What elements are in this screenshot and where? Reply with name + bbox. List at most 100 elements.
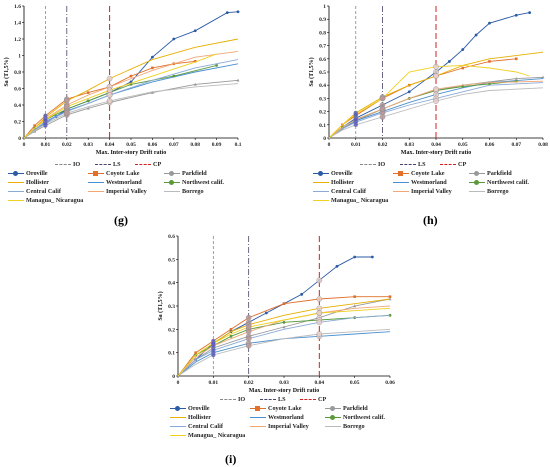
series-line	[328, 82, 544, 139]
x-tick-label: 0.05	[350, 380, 360, 386]
legend-label: Oroville	[331, 169, 353, 177]
legend-swatch	[400, 160, 416, 168]
y-tick-label: 0.6	[14, 87, 21, 93]
x-tick-label: 0.05	[126, 142, 136, 148]
limit-intersection-marker	[106, 92, 113, 98]
legend-label: Managua_ Nicaragua	[26, 196, 84, 204]
legend-item: Westmorland	[88, 178, 142, 186]
x-axis-label: Max. Inter-story Drift ratio	[96, 150, 166, 156]
legend-label: Hollister	[331, 178, 355, 186]
legend-item: Parkfield	[469, 169, 512, 177]
legend-label: Coyote Lake	[268, 404, 302, 412]
caption-g: (g)	[114, 213, 128, 227]
x-tick-label: 0.01	[41, 142, 51, 148]
legend-item: Westmorland	[250, 413, 304, 421]
legend-swatch	[170, 431, 186, 439]
data-point	[488, 21, 491, 25]
y-tick-label: 0.1	[168, 351, 175, 357]
y-tick-label: 0.2	[319, 110, 326, 116]
data-point	[236, 10, 240, 14]
legend-label: Imperial Valley	[106, 187, 147, 195]
series-line	[177, 331, 391, 377]
legend-item: IO	[55, 160, 80, 168]
legend-swatch	[88, 187, 104, 195]
legend-swatch	[250, 404, 266, 412]
y-tick-label: 0	[172, 374, 175, 380]
legend-label: Northwest calif.	[182, 178, 224, 186]
y-tick-label: 0	[323, 136, 326, 142]
legend-label: Westmorland	[268, 413, 304, 421]
data-point	[388, 295, 392, 298]
legend-label: Northwest calif.	[487, 178, 529, 186]
legend-swatch	[8, 187, 24, 195]
legend-item: Northwest calif.	[469, 178, 529, 186]
legend-item: Northwest calif.	[164, 178, 224, 186]
data-point	[353, 255, 357, 259]
data-point	[86, 91, 90, 94]
legend-swatch	[250, 422, 266, 430]
legend-swatch	[8, 169, 24, 177]
legend-item: Managua_ Nicaragua	[170, 431, 245, 439]
legend-swatch	[393, 187, 409, 195]
legend-item: IO	[220, 395, 245, 403]
legend-swatch	[88, 169, 104, 177]
legend-item: Northwest calif.	[325, 413, 385, 421]
legend-swatch	[360, 160, 376, 168]
limit-intersection-marker	[106, 98, 113, 104]
legend-item: CP	[300, 395, 326, 403]
limit-intersection-marker	[316, 331, 323, 337]
legend-label: Coyote Lake	[106, 169, 140, 177]
legend-label: Northwest calif.	[343, 413, 385, 421]
y-tick-label: 1	[323, 4, 326, 10]
data-point	[514, 13, 518, 17]
legend-item: CP	[440, 160, 466, 168]
limit-intersection-marker	[316, 310, 323, 316]
legend-swatch	[55, 160, 71, 168]
legend-label: Parkfield	[487, 169, 512, 177]
legend-item: Oroville	[170, 404, 210, 412]
limit-intersection-marker	[433, 86, 439, 92]
x-tick-label: 0.02	[378, 142, 388, 148]
limit-intersection-marker	[433, 73, 439, 79]
legend-label: LS	[418, 160, 426, 168]
data-point	[407, 90, 411, 94]
legend-label: Hollister	[26, 178, 50, 186]
series-line	[23, 53, 217, 139]
chart-panel-i: 0 0.1 0.2 0.3 0.4 0.5 0.6 0 0.01 0.02 0.03 0.04 0.05…	[150, 230, 400, 466]
data-point	[488, 60, 491, 63]
limit-intersection-marker	[316, 296, 323, 302]
series-line	[177, 305, 391, 377]
x-tick-label: 0.09	[212, 142, 222, 148]
legend-swatch	[313, 196, 329, 204]
chart-panel-g: 0 0.2 0.4 0.6 0.8 1 1.2 1.4 1.6 0 0.01 0.02 0.03 0.04…	[0, 0, 245, 232]
y-tick-label: 0.2	[14, 120, 21, 126]
legend-swatch	[300, 395, 316, 403]
limit-intersection-marker	[433, 98, 439, 104]
y-tick-label: 0.5	[319, 70, 326, 76]
legend-label: Coyote Lake	[411, 169, 445, 177]
data-point	[236, 78, 240, 82]
limit-intersection-marker	[43, 121, 48, 127]
legend-swatch	[393, 169, 409, 177]
limit-intersection-marker	[211, 341, 216, 346]
data-point	[215, 64, 219, 67]
series-line	[328, 80, 517, 139]
data-point	[514, 77, 518, 80]
series-line	[23, 59, 239, 139]
x-tick-label: 0.01	[351, 142, 361, 148]
legend-label: Westmorland	[411, 178, 447, 186]
y-axis-label: Sa (T1,5%)	[308, 57, 315, 86]
data-point	[541, 75, 545, 79]
legend-label: CP	[318, 395, 327, 403]
limit-intersection-marker	[43, 117, 48, 123]
limit-intersection-marker	[379, 95, 386, 102]
x-tick-label: 0	[23, 142, 26, 148]
y-tick-label: 0.3	[319, 96, 326, 102]
legend-item: Hollister	[8, 178, 49, 186]
legend-item: IO	[360, 160, 385, 168]
data-point	[86, 99, 90, 103]
x-tick-label: 0.07	[169, 142, 179, 148]
y-tick-label: 0.4	[168, 281, 175, 287]
x-tick-label: 0.08	[190, 142, 200, 148]
legend-swatch	[88, 178, 104, 186]
